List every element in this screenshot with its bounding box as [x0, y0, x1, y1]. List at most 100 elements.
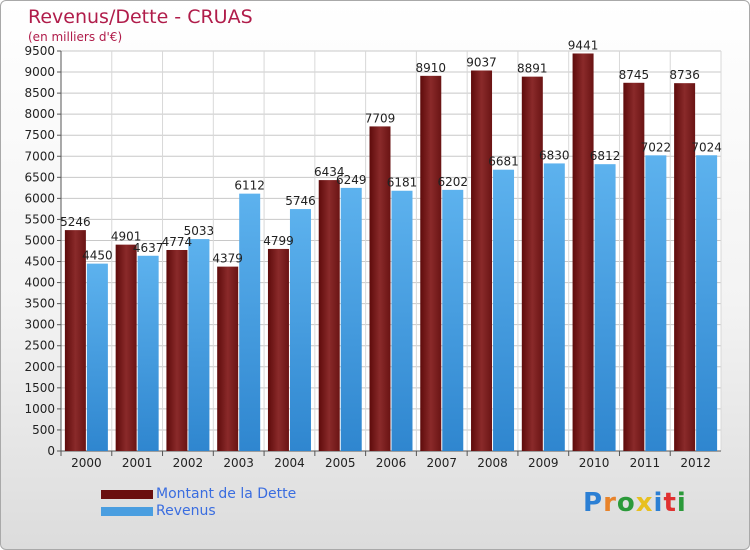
- data-label: 8736: [669, 68, 700, 82]
- logo-letter: o: [616, 488, 636, 518]
- data-label: 4450: [82, 249, 113, 263]
- data-label: 4799: [263, 234, 294, 248]
- legend-label-dette: Montant de la Dette: [156, 486, 297, 502]
- y-tick-label: 1500: [24, 381, 55, 395]
- x-tick-label: 2008: [477, 456, 508, 470]
- y-tick-label: 7500: [24, 128, 55, 142]
- bar-revenus: [391, 190, 413, 451]
- data-label: 9037: [466, 55, 497, 69]
- x-tick-label: 2007: [426, 456, 457, 470]
- bar-dette: [521, 76, 543, 452]
- y-tick-label: 4000: [24, 276, 55, 290]
- y-tick-label: 0: [47, 444, 55, 458]
- y-tick-label: 500: [32, 423, 55, 437]
- y-tick-label: 7000: [24, 149, 55, 163]
- x-tick-label: 2000: [71, 456, 102, 470]
- bar-dette: [64, 230, 86, 451]
- x-tick-label: 2002: [173, 456, 204, 470]
- data-label: 8745: [619, 68, 650, 82]
- bar-revenus: [289, 209, 311, 451]
- y-tick-label: 9500: [24, 44, 55, 58]
- bar-revenus: [188, 239, 210, 451]
- x-tick-label: 2001: [122, 456, 153, 470]
- y-tick-label: 5500: [24, 212, 55, 226]
- x-tick-label: 2003: [223, 456, 254, 470]
- y-tick-label: 2000: [24, 360, 55, 374]
- chart-subtitle: (en milliers d'€): [28, 30, 123, 44]
- data-labels: 5246 4901 4774 4379 4799 6434 7709 8910 9037 8891…: [60, 38, 722, 265]
- data-label: 7709: [365, 111, 396, 125]
- x-tick-label: 2004: [274, 456, 305, 470]
- x-tick-label: 2011: [630, 456, 661, 470]
- data-label: 7024: [691, 140, 722, 154]
- bar-revenus: [137, 255, 159, 451]
- logo-letter: x: [635, 488, 654, 518]
- y-tick-label: 8000: [24, 107, 55, 121]
- data-label: 6830: [539, 148, 570, 162]
- data-label: 5033: [184, 224, 215, 238]
- data-label: 6112: [234, 179, 265, 193]
- bar-revenus: [696, 155, 718, 451]
- bar-dette: [217, 266, 239, 451]
- y-tick-label: 6000: [24, 191, 55, 205]
- bar-revenus: [340, 187, 362, 451]
- bar-dette: [674, 83, 696, 451]
- data-label: 8891: [517, 62, 548, 76]
- legend-label-revenus: Revenus: [156, 503, 216, 519]
- data-label: 4379: [212, 252, 243, 266]
- legend-swatch-dette: [101, 490, 153, 499]
- y-tick-label: 8500: [24, 86, 55, 100]
- bar-dette: [420, 75, 442, 451]
- bar-revenus: [239, 193, 261, 451]
- x-tick-label: 2006: [376, 456, 407, 470]
- bar-revenus: [594, 164, 616, 451]
- y-tick-label: 4500: [24, 255, 55, 269]
- legend-swatch-revenus: [101, 507, 153, 516]
- data-label: 6202: [437, 175, 468, 189]
- data-label: 6681: [488, 155, 519, 169]
- x-tick-label: 2010: [579, 456, 610, 470]
- y-tick-label: 6500: [24, 170, 55, 184]
- y-tick-label: 1000: [24, 402, 55, 416]
- bar-dette: [115, 244, 137, 451]
- y-tick-label: 3500: [24, 297, 55, 311]
- data-label: 6434: [314, 165, 345, 179]
- logo-letter: i: [653, 488, 664, 518]
- bar-revenus: [543, 163, 565, 451]
- x-tick-label: 2009: [528, 456, 559, 470]
- data-label: 4901: [111, 230, 142, 244]
- logo-letter: i: [676, 488, 687, 518]
- bar-revenus: [645, 155, 667, 451]
- data-label: 7022: [641, 140, 672, 154]
- data-label: 5746: [285, 194, 316, 208]
- data-label: 6249: [336, 173, 367, 187]
- bar-revenus: [493, 169, 515, 451]
- bar-dette: [267, 248, 289, 451]
- data-label: 4637: [133, 241, 164, 255]
- y-tick-label: 2500: [24, 339, 55, 353]
- x-tick-label: 2005: [325, 456, 356, 470]
- data-label: 9441: [568, 38, 599, 52]
- chart-title: Revenus/Dette - CRUAS: [28, 6, 253, 28]
- x-tick-label: 2012: [680, 456, 711, 470]
- bars: [64, 53, 718, 452]
- bar-dette: [318, 180, 340, 452]
- data-label: 6181: [387, 176, 418, 190]
- logo-letter: r: [603, 488, 617, 518]
- bar-dette: [166, 249, 188, 451]
- bar-dette: [572, 53, 594, 451]
- y-tick-label: 9000: [24, 65, 55, 79]
- bar-dette: [623, 82, 645, 451]
- logo-letter: P: [583, 488, 604, 518]
- y-tick-label: 5000: [24, 233, 55, 247]
- bar-dette: [369, 126, 391, 452]
- proxiti-logo: Proxiti: [583, 488, 687, 518]
- bar-dette: [471, 70, 493, 451]
- data-label: 5246: [60, 215, 91, 229]
- data-label: 4774: [162, 235, 193, 249]
- data-label: 8910: [415, 61, 446, 75]
- logo-letter: t: [663, 488, 677, 518]
- bar-revenus: [442, 189, 464, 451]
